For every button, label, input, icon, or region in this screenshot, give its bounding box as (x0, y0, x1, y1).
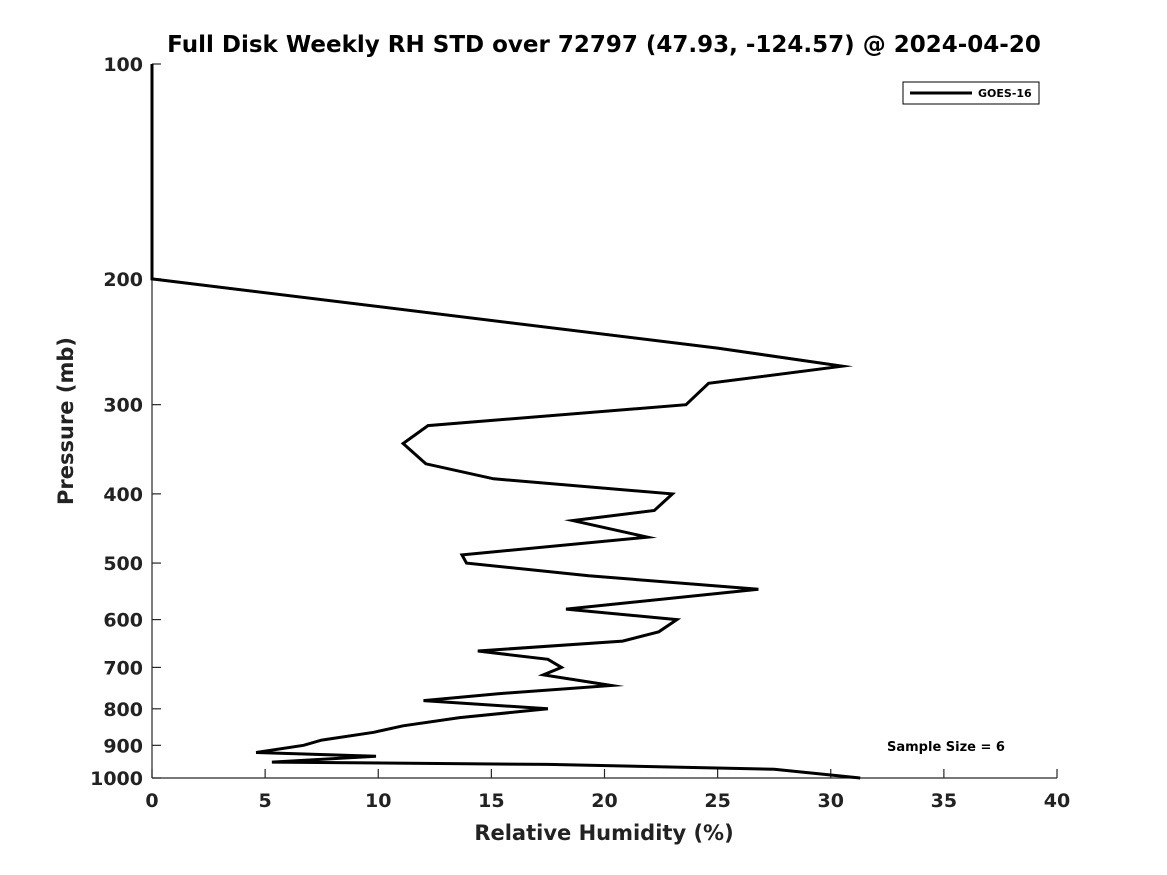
series-layer (150, 64, 861, 780)
x-tick-label: 40 (1044, 790, 1070, 812)
x-tick-label: 10 (365, 790, 391, 812)
sample-size-annotation: Sample Size = 6 (887, 740, 1005, 755)
x-tick-label: 30 (818, 790, 844, 812)
y-tick-label: 300 (103, 395, 143, 417)
y-axis-label: Pressure (mb) (54, 337, 78, 505)
x-tick-label: 5 (259, 790, 272, 812)
x-tick-label: 0 (145, 790, 158, 812)
legend-label-goes-16: GOES-16 (978, 87, 1032, 100)
x-tick-label: 20 (591, 790, 617, 812)
x-ticks: 0 5 10 15 20 25 30 35 40 (145, 769, 1070, 812)
y-tick-label: 100 (103, 54, 143, 76)
y-tick-label: 600 (103, 610, 143, 632)
x-tick-label: 35 (931, 790, 957, 812)
axes (151, 64, 1057, 779)
series-line-goes-16 (150, 64, 861, 780)
x-tick-label: 25 (704, 790, 730, 812)
y-tick-label: 200 (103, 269, 143, 291)
y-tick-label: 500 (103, 553, 143, 575)
legend: GOES-16 (902, 81, 1040, 105)
chart-title: Full Disk Weekly RH STD over 72797 (47.9… (167, 32, 1041, 58)
y-tick-label: 400 (103, 484, 143, 506)
y-tick-label: 900 (103, 735, 143, 757)
y-tick-label: 700 (103, 657, 143, 679)
x-axis-label: Relative Humidity (%) (474, 821, 733, 845)
y-tick-label: 800 (103, 699, 143, 721)
y-tick-label: 1000 (90, 768, 143, 790)
y-ticks: 100 200 300 400 500 600 700 800 900 1000 (90, 54, 161, 790)
x-tick-label: 15 (478, 790, 504, 812)
